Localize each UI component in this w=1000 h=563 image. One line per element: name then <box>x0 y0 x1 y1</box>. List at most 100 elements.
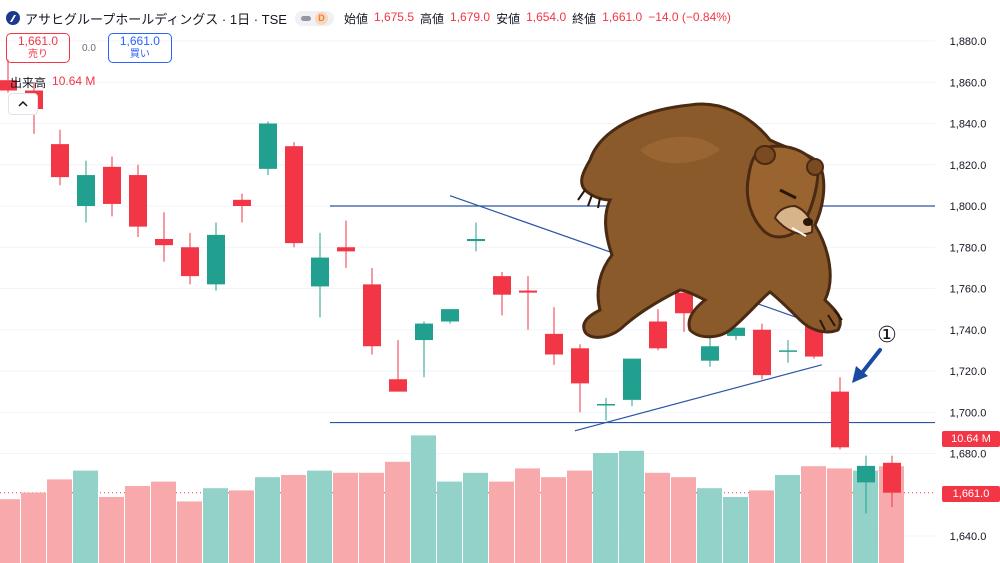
buy-label: 買い <box>129 49 150 60</box>
candle-body <box>337 247 355 252</box>
y-tick-label: 1,740.0 <box>950 325 987 337</box>
candle-body <box>363 284 381 347</box>
volume-bar <box>229 490 254 563</box>
ohlc-values: 始値 1,675.5 高値 1,679.0 安値 1,654.0 終値 1,66… <box>344 10 731 27</box>
candle-body <box>805 325 823 357</box>
volume-bar <box>515 468 540 563</box>
company-logo-icon <box>6 11 20 25</box>
volume-bar <box>827 468 852 563</box>
volume-bar <box>801 466 826 563</box>
candle-body <box>883 462 901 493</box>
volume-value: 10.64 M <box>52 74 96 88</box>
volume-bar <box>437 481 462 563</box>
bear-claws <box>819 309 843 331</box>
y-tick-label: 1,720.0 <box>950 366 987 378</box>
spread-value: 0.0 <box>82 42 96 54</box>
candle-body <box>51 144 69 178</box>
candle-body <box>753 329 771 376</box>
bear-nose <box>803 218 813 226</box>
close-value: 1,661.0 <box>602 9 643 24</box>
candle-body <box>493 276 511 295</box>
volume-bar <box>619 450 644 563</box>
open-value: 1,675.5 <box>373 9 414 24</box>
candle-body <box>519 290 537 293</box>
volume-bar <box>775 475 800 563</box>
y-tick-label: 1,760.0 <box>950 284 987 296</box>
y-tick-label: 1,680.0 <box>950 449 987 461</box>
volume-label: 出来高 <box>10 76 47 90</box>
volume-bar <box>593 453 618 563</box>
candle-body <box>103 166 121 204</box>
volume-price-tag: 10.64 M <box>942 431 1000 447</box>
volume-bar <box>21 492 46 563</box>
volume-bar <box>489 481 514 563</box>
candle-body <box>207 234 225 285</box>
chevron-up-icon <box>18 101 28 107</box>
y-tick-label: 1,820.0 <box>950 160 987 172</box>
volume-bar <box>307 470 332 563</box>
candle-body <box>129 175 147 227</box>
change-value: −14.0 (−0.84%) <box>648 9 731 24</box>
candle-body <box>467 239 485 242</box>
candle-body <box>675 292 693 314</box>
candle-body <box>0 80 17 91</box>
volume-bar <box>463 472 488 563</box>
data-source-badge[interactable]: D <box>294 10 334 26</box>
annotation-marker: ① <box>877 323 897 348</box>
candle-body <box>597 404 615 406</box>
volume-bar <box>541 477 566 563</box>
y-tick-label: 1,880.0 <box>950 36 987 48</box>
volume-bars <box>0 435 904 563</box>
candle-body <box>389 379 407 392</box>
status-dot-icon <box>300 15 311 21</box>
y-tick-label: 1,640.0 <box>950 531 987 543</box>
volume-bar <box>151 481 176 563</box>
volume-bar <box>385 461 410 563</box>
arrow-icon <box>852 348 882 383</box>
candle-body <box>857 465 875 483</box>
delayed-badge: D <box>314 11 328 25</box>
low-value: 1,654.0 <box>526 9 567 24</box>
y-tick-label: 1,780.0 <box>950 242 987 254</box>
candle-body <box>623 358 641 400</box>
volume-bar <box>645 472 670 563</box>
volume-bar <box>255 477 280 563</box>
candle-body <box>571 348 589 384</box>
volume-bar <box>203 488 228 563</box>
volume-bar <box>281 475 306 563</box>
candle-body <box>701 346 719 361</box>
candle-body <box>649 321 667 349</box>
sell-button[interactable]: 1,661.0 売り <box>6 33 70 63</box>
volume-bar <box>697 488 722 563</box>
symbol-title[interactable]: アサヒグループホールディングス · 1日 · TSE <box>25 11 287 27</box>
candle-body <box>727 327 745 336</box>
bear-eye <box>779 188 797 200</box>
candle-body <box>259 123 277 169</box>
candle-body <box>233 199 251 206</box>
candle-body <box>77 175 95 206</box>
candle-body <box>831 391 849 448</box>
price-axis[interactable]: 1,880.0 1,860.0 1,840.0 1,820.0 1,800.0 1,780… <box>950 36 987 543</box>
volume-bar <box>177 501 202 563</box>
collapse-legend-button[interactable] <box>8 93 38 115</box>
y-tick-label: 1,700.0 <box>950 407 987 419</box>
candle-body <box>441 309 459 322</box>
volume-bar <box>567 470 592 563</box>
bear-ear <box>754 145 776 165</box>
volume-bar <box>99 497 124 563</box>
close-label: 終値 <box>572 11 597 26</box>
volume-legend: 出来高 10.64 M <box>10 74 95 91</box>
volume-bar <box>73 470 98 563</box>
sell-price: 1,661.0 <box>17 34 59 48</box>
high-label: 高値 <box>420 11 445 26</box>
volume-bar <box>411 435 436 563</box>
y-tick-label: 1,860.0 <box>950 77 987 89</box>
volume-bar <box>47 479 72 563</box>
volume-bar <box>671 477 696 563</box>
candle-body <box>155 239 173 246</box>
candle-body <box>285 146 303 244</box>
bear-illustration <box>577 102 843 339</box>
buy-button[interactable]: 1,661.0 買い <box>107 33 172 63</box>
bear-snout <box>773 204 814 236</box>
